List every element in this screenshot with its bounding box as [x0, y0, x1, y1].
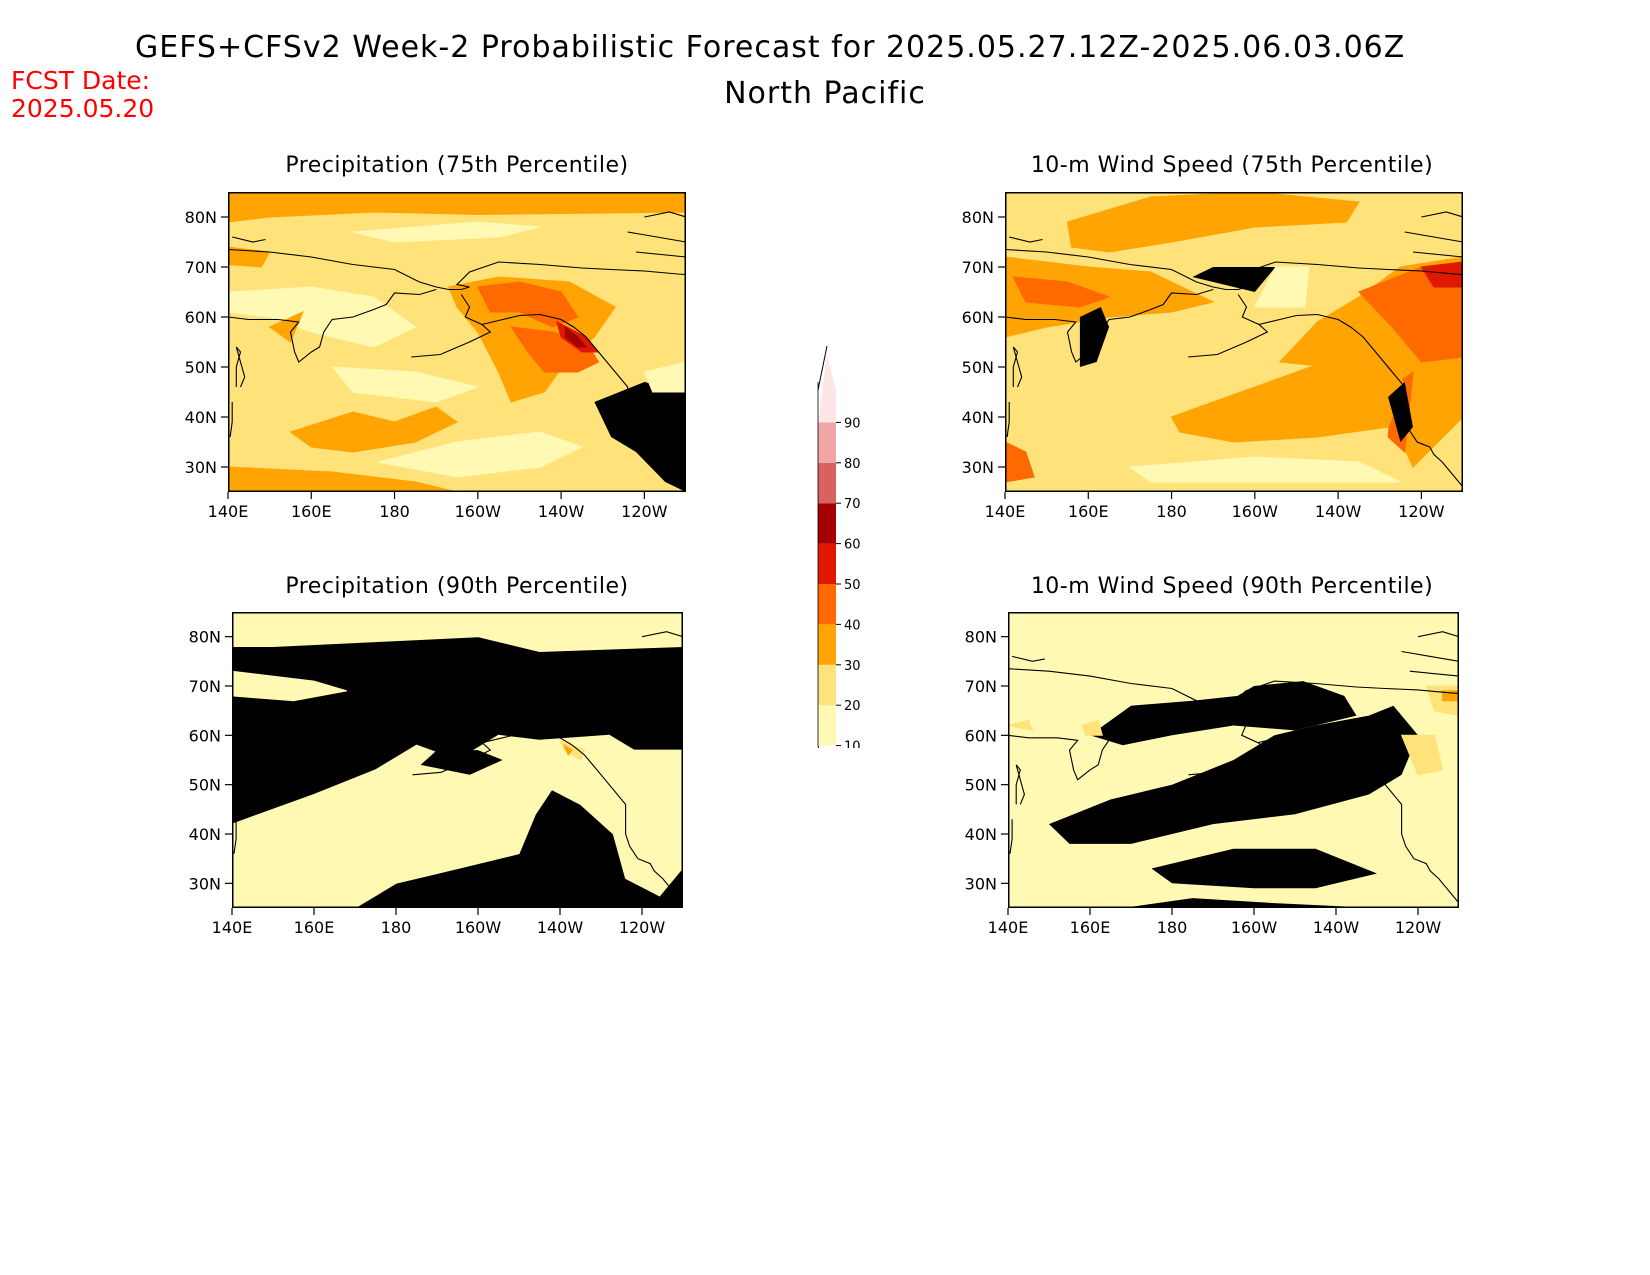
region-subtitle: North Pacific — [724, 76, 926, 111]
map-wind-75 — [1005, 192, 1463, 492]
colorbar-level-label: 40 — [844, 618, 861, 633]
lon-tick-label: 140W — [1315, 502, 1362, 521]
lat-tick-label: 70N — [185, 258, 217, 277]
lat-tick-label: 30N — [185, 458, 217, 477]
lat-tick-label: 60N — [962, 308, 994, 327]
forecast-probability-shading — [1005, 192, 1463, 483]
lat-tick-label: 40N — [962, 408, 994, 427]
lon-tick-label: 160E — [291, 502, 332, 521]
colorbar-swatch — [818, 584, 836, 625]
map-precip-75 — [228, 192, 686, 492]
fcst-date-value: 2025.05.20 — [11, 94, 155, 123]
colorbar-swatch — [818, 624, 836, 665]
colorbar: 10 20 30 40 50 60 70 80 90 — [817, 345, 861, 748]
lon-tick-label: 160E — [1070, 918, 1111, 937]
lat-tick-label: 60N — [965, 726, 997, 745]
lon-tick-label: 180 — [381, 918, 412, 937]
lat-tick-label: 80N — [965, 628, 997, 647]
lon-tick-label: 180 — [1157, 918, 1188, 937]
coastlines — [232, 631, 683, 904]
colorbar-level-label: 30 — [844, 659, 861, 674]
lon-tick-label: 120W — [1398, 502, 1445, 521]
colorbar-level-label: 70 — [844, 497, 861, 512]
map-frame — [232, 612, 683, 908]
colorbar-level-label: 10 — [844, 740, 861, 748]
lat-tick-label: 70N — [962, 258, 994, 277]
map-frame — [228, 192, 686, 492]
fcst-date-label: FCST Date: — [11, 66, 151, 95]
colorbar-level-label: 50 — [844, 578, 861, 593]
lon-tick-label: 140E — [985, 502, 1026, 521]
coastlines — [1008, 631, 1459, 904]
map-frame — [1005, 192, 1463, 492]
lat-tick-label: 80N — [189, 628, 221, 647]
lat-tick-label: 50N — [962, 358, 994, 377]
panel-title-wind-90: 10-m Wind Speed (90th Percentile) — [1030, 574, 1434, 599]
lon-tick-label: 160W — [455, 502, 502, 521]
lat-tick-label: 50N — [965, 776, 997, 795]
lon-tick-label: 140W — [537, 918, 584, 937]
colorbar-level-label: 80 — [844, 457, 861, 472]
panel-title-precip-75: Precipitation (75th Percentile) — [285, 153, 629, 178]
colorbar-level-label: 60 — [844, 538, 861, 553]
map-frame — [1008, 612, 1459, 908]
lon-tick-label: 160W — [1231, 918, 1278, 937]
colorbar-swatch — [818, 705, 836, 746]
lat-tick-label: 30N — [962, 458, 994, 477]
lat-tick-label: 40N — [965, 825, 997, 844]
coastlines — [228, 211, 686, 488]
lon-tick-label: 160E — [1068, 502, 1109, 521]
colorbar-lower-extension — [817, 745, 820, 748]
lat-tick-label: 60N — [189, 726, 221, 745]
panel-title-precip-90: Precipitation (90th Percentile) — [285, 574, 629, 599]
lon-tick-label: 180 — [1156, 502, 1187, 521]
colorbar-swatch — [818, 462, 836, 504]
lat-tick-label: 50N — [189, 776, 221, 795]
map-wind-90 — [1008, 612, 1459, 908]
lat-tick-label: 30N — [189, 874, 221, 893]
lat-tick-label: 50N — [185, 358, 217, 377]
colorbar-swatch — [818, 664, 836, 706]
lon-tick-label: 140E — [988, 918, 1029, 937]
forecast-probability-shading — [1008, 681, 1459, 908]
coastlines — [1005, 211, 1463, 488]
colorbar-level-label: 90 — [844, 416, 861, 431]
colorbar-swatch — [818, 543, 836, 584]
lat-tick-label: 40N — [189, 825, 221, 844]
lon-tick-label: 120W — [1395, 918, 1442, 937]
lat-tick-label: 40N — [185, 408, 217, 427]
colorbar-swatch — [818, 422, 836, 463]
colorbar-swatch — [818, 503, 836, 544]
lon-tick-label: 160W — [455, 918, 502, 937]
lat-tick-label: 30N — [965, 874, 997, 893]
lon-tick-label: 140W — [538, 502, 585, 521]
figure-title: GEFS+CFSv2 Week-2 Probabilistic Forecast… — [135, 30, 1406, 65]
lon-tick-label: 120W — [619, 918, 666, 937]
colorbar-level-label: 20 — [844, 699, 861, 714]
lat-tick-label: 60N — [185, 308, 217, 327]
panel-title-wind-75: 10-m Wind Speed (75th Percentile) — [1030, 153, 1434, 178]
forecast-probability-shading — [232, 612, 683, 908]
lat-tick-label: 80N — [962, 208, 994, 227]
forecast-probability-shading — [228, 192, 686, 492]
colorbar-swatch — [818, 354, 836, 423]
map-precip-90 — [232, 612, 683, 908]
lat-tick-label: 80N — [185, 208, 217, 227]
lon-tick-label: 140W — [1313, 918, 1360, 937]
lat-tick-label: 70N — [965, 677, 997, 696]
lon-tick-label: 160W — [1232, 502, 1279, 521]
lon-tick-label: 120W — [621, 502, 668, 521]
lon-tick-label: 140E — [212, 918, 253, 937]
lon-tick-label: 160E — [294, 918, 335, 937]
lon-tick-label: 180 — [379, 502, 410, 521]
lon-tick-label: 140E — [208, 502, 249, 521]
lat-tick-label: 70N — [189, 677, 221, 696]
